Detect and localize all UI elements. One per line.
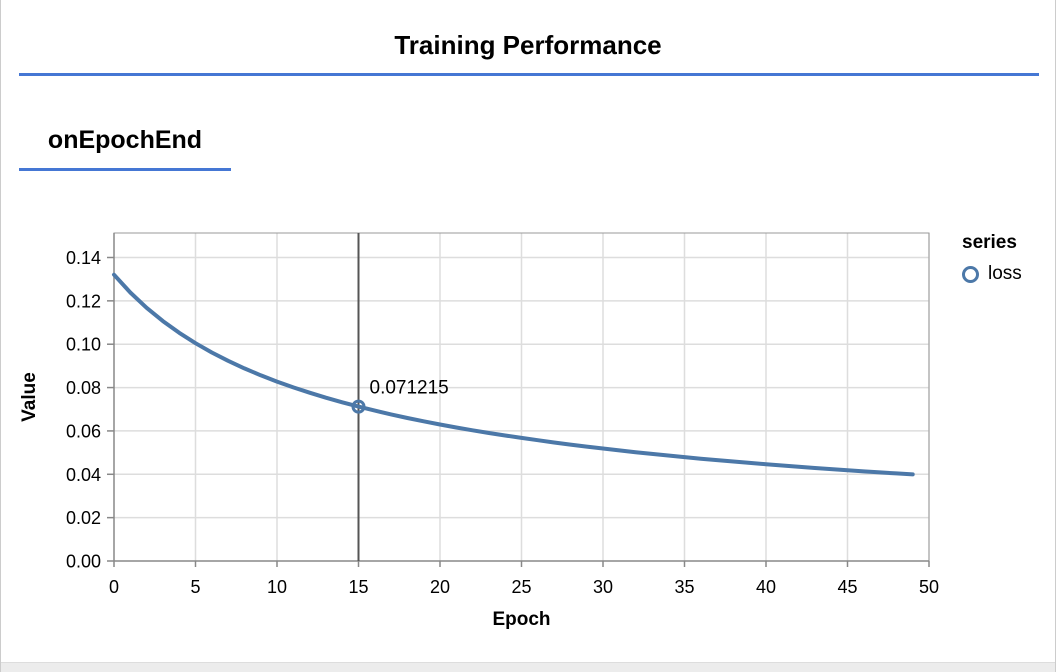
loss-line-chart[interactable]: 0.071215 0 5 10 15 20 25 30 35 40 45 50 0.00 0.02 0.04… — [1, 222, 1056, 667]
x-tick-label: 0 — [109, 577, 119, 597]
y-tick-label: 0.12 — [66, 291, 101, 311]
loss-series-marker-icon — [962, 265, 979, 283]
cursor-point[interactable] — [351, 399, 366, 414]
page-bottom-edge — [1, 662, 1055, 672]
x-tick-label: 50 — [919, 577, 939, 597]
y-tick-label: 0.04 — [66, 465, 101, 485]
y-tick-label: 0.14 — [66, 248, 101, 268]
x-axis-title: Epoch — [492, 609, 550, 630]
x-tick-label: 25 — [511, 577, 531, 597]
x-tick-label: 5 — [190, 577, 200, 597]
x-tick-label: 35 — [674, 577, 694, 597]
section-heading-block: onEpochEnd — [19, 126, 231, 171]
y-tick-label: 0.10 — [66, 335, 101, 355]
legend: series loss — [962, 232, 1022, 285]
x-tick-label: 45 — [837, 577, 857, 597]
loss-line[interactable] — [112, 272, 915, 477]
title-divider — [19, 73, 1039, 76]
y-tick-label: 0.00 — [66, 552, 101, 572]
chart-region: 0.071215 0 5 10 15 20 25 30 35 40 45 50 0.00 0.02 0.04… — [1, 222, 1056, 667]
tooltip-value-label: 0.071215 — [370, 378, 449, 399]
y-tick-label: 0.08 — [66, 378, 101, 398]
page-title: Training Performance — [394, 30, 662, 60]
section-heading: onEpochEnd — [47, 126, 203, 154]
x-tick-label: 30 — [593, 577, 613, 597]
y-tick-label: 0.06 — [66, 421, 101, 441]
x-tick-label: 20 — [430, 577, 450, 597]
y-axis-title: Value — [19, 372, 40, 422]
legend-item-label: loss — [988, 263, 1022, 284]
legend-item-loss: loss — [962, 263, 1022, 285]
legend-title: series — [962, 232, 1017, 253]
x-tick-label: 15 — [348, 577, 368, 597]
x-tick-label: 40 — [756, 577, 776, 597]
x-tick-label: 10 — [267, 577, 287, 597]
y-tick-label: 0.02 — [66, 508, 101, 528]
